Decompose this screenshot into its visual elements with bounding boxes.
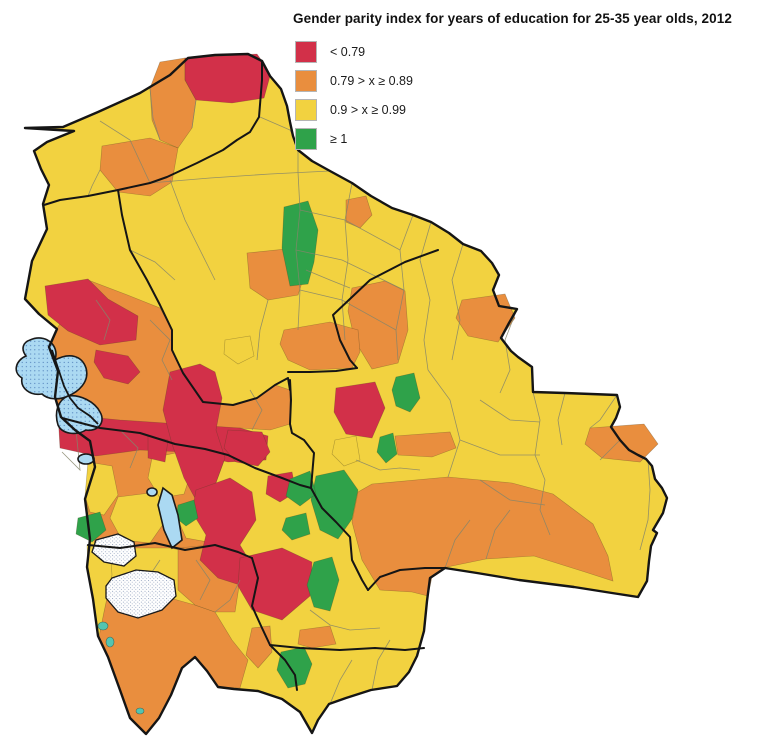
salar-de-coipasa: [91, 533, 137, 567]
legend-swatch-red: [295, 41, 317, 63]
legend-swatch-yellow: [295, 99, 317, 121]
department-boundaries: [43, 60, 446, 691]
lake-poopo: [157, 486, 183, 550]
lake-titicaca: [15, 337, 88, 400]
legend-label: < 0.79: [330, 45, 366, 59]
legend-label: 0.9 > x ≥ 0.99: [330, 103, 407, 117]
page-title: Gender parity index for years of educati…: [293, 11, 732, 26]
laguna-sw-3: [135, 707, 145, 715]
legend-row: < 0.79: [295, 41, 413, 63]
laguna-sw-2: [105, 636, 115, 648]
legend-label: 0.79 > x ≥ 0.89: [330, 74, 413, 88]
legend-swatch-green: [295, 128, 317, 150]
lake-uru-uru: [146, 487, 158, 497]
legend-swatch-orange: [295, 70, 317, 92]
green-class-regions: [75, 200, 421, 689]
red-class-regions: [44, 53, 386, 621]
legend: < 0.79 0.79 > x ≥ 0.89 0.9 > x ≥ 0.99 ≥ …: [295, 41, 413, 157]
legend-row: ≥ 1: [295, 128, 413, 150]
water-features: [15, 337, 183, 715]
legend-row: 0.79 > x ≥ 0.89: [295, 70, 413, 92]
laguna-sw-1: [97, 621, 109, 631]
legend-row: 0.9 > x ≥ 0.99: [295, 99, 413, 121]
country-outline: [23, 52, 669, 736]
legend-label: ≥ 1: [330, 132, 348, 146]
salar-de-uyuni: [105, 569, 177, 619]
